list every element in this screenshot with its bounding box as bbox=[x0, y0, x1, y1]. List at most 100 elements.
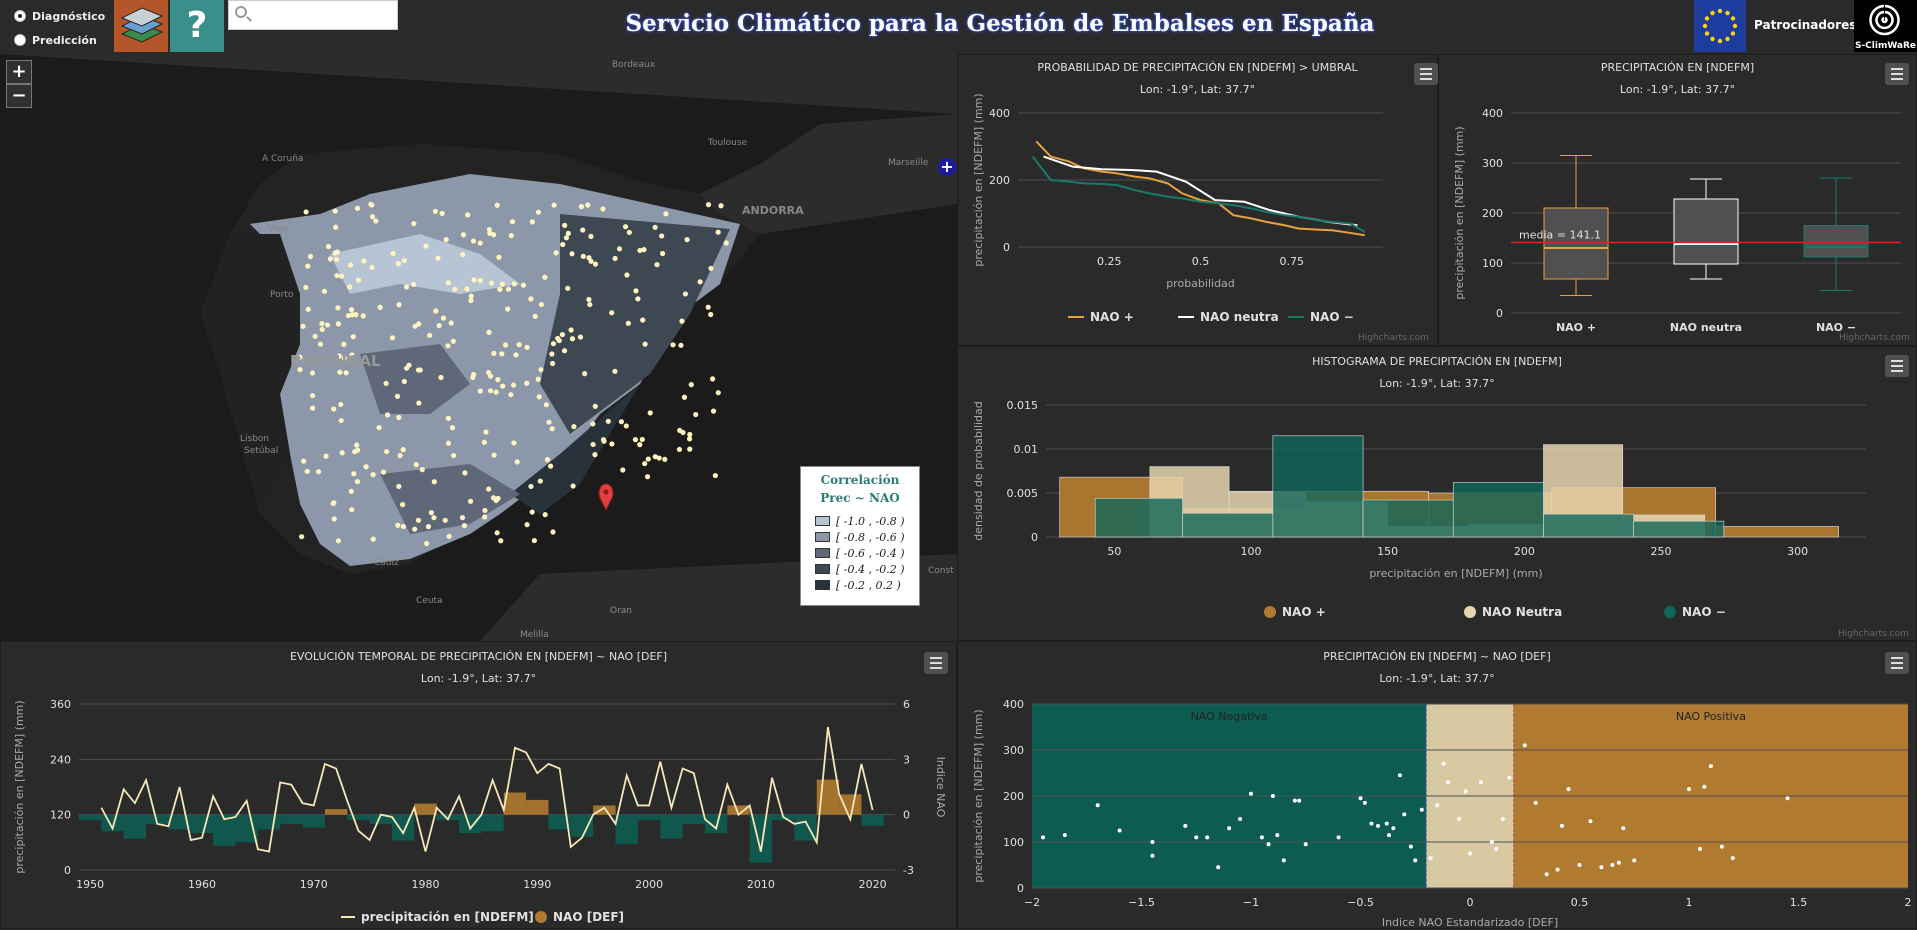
search-input[interactable] bbox=[255, 5, 393, 25]
scatter-point bbox=[1566, 787, 1571, 792]
layers-button[interactable] bbox=[114, 0, 168, 52]
station-dot bbox=[520, 282, 527, 288]
ts-menu-button[interactable] bbox=[924, 652, 948, 674]
correlation-map[interactable]: + − + Bordeaux Toulouse A Coruña Marseille V… bbox=[0, 54, 957, 641]
sponsors-link[interactable]: Patrocinadores bbox=[1754, 18, 1857, 32]
zoom-in-button[interactable]: + bbox=[6, 60, 32, 84]
x-axis-label: precipitación en [NDEFM] (mm) bbox=[1369, 567, 1542, 580]
station-dot bbox=[327, 256, 333, 262]
scatter-point bbox=[1468, 851, 1472, 856]
scatter-menu-button[interactable] bbox=[1885, 652, 1909, 674]
prob-credits[interactable]: Highcharts.com bbox=[1358, 333, 1429, 343]
nao-area bbox=[615, 814, 638, 845]
station-dot bbox=[343, 370, 349, 376]
scatter-point bbox=[1457, 817, 1462, 821]
radio-diagnostico[interactable] bbox=[14, 10, 26, 22]
station-dot bbox=[618, 419, 624, 425]
station-dot bbox=[324, 322, 331, 328]
station-dot bbox=[612, 255, 618, 262]
station-dot bbox=[307, 253, 314, 260]
scatter-point bbox=[1435, 803, 1440, 808]
scatter-point bbox=[1194, 835, 1199, 840]
prob-series-line bbox=[1043, 155, 1358, 227]
map-label: Toulouse bbox=[708, 138, 748, 148]
station-dot bbox=[349, 507, 355, 513]
station-dot bbox=[620, 467, 626, 473]
hist-credits[interactable]: Highcharts.com bbox=[1838, 629, 1909, 639]
y2-tick-label: 6 bbox=[903, 698, 910, 711]
zoom-out-button[interactable]: − bbox=[6, 84, 32, 108]
station-dot bbox=[331, 516, 337, 522]
y-axis-label: densidad de probabilidad bbox=[972, 401, 985, 541]
station-dot bbox=[369, 214, 376, 220]
eu-star bbox=[1725, 36, 1730, 42]
station-dot bbox=[369, 264, 375, 270]
station-dot bbox=[396, 483, 402, 489]
search-box[interactable] bbox=[228, 0, 398, 30]
x-tick-label: NAO neutra bbox=[1670, 321, 1742, 334]
search-icon bbox=[235, 6, 247, 18]
station-dot bbox=[483, 429, 489, 435]
station-dot bbox=[516, 342, 522, 348]
station-dot bbox=[439, 210, 445, 216]
band-label: NAO Negativa bbox=[1191, 710, 1268, 723]
station-dot bbox=[654, 262, 660, 268]
station-dot bbox=[550, 360, 556, 367]
box-credits[interactable]: Highcharts.com bbox=[1839, 333, 1910, 343]
station-dot bbox=[315, 469, 322, 475]
y-tick-label: 300 bbox=[1003, 744, 1024, 757]
mode-diagnostico[interactable]: Diagnóstico bbox=[14, 4, 105, 28]
station-dot bbox=[490, 495, 497, 501]
nao-area bbox=[79, 814, 102, 821]
station-dot bbox=[723, 240, 729, 246]
station-dot bbox=[491, 452, 497, 458]
station-dot bbox=[419, 467, 425, 473]
scatter-point bbox=[1275, 833, 1280, 838]
station-dot bbox=[445, 415, 451, 421]
nao-area bbox=[168, 814, 191, 830]
x-tick-label: −0.5 bbox=[1347, 896, 1374, 909]
legend-label: NAO Neutra bbox=[1482, 605, 1562, 619]
map-label: ANDORRA bbox=[742, 204, 804, 217]
prob-menu-button[interactable] bbox=[1414, 63, 1438, 85]
map-canvas[interactable] bbox=[0, 54, 957, 641]
station-dot bbox=[600, 206, 606, 212]
hist-subtitle: Lon: -1.9°, Lat: 37.7° bbox=[1379, 377, 1495, 390]
nao-area bbox=[302, 814, 325, 828]
station-dot bbox=[486, 329, 492, 335]
hist-menu-button[interactable] bbox=[1885, 355, 1909, 377]
mode-prediccion[interactable]: Predicción bbox=[14, 28, 105, 52]
x-tick-label: −1 bbox=[1243, 896, 1259, 909]
station-dot bbox=[347, 284, 353, 290]
station-dot bbox=[412, 526, 418, 532]
y-tick-label: 300 bbox=[1482, 157, 1503, 170]
mode-radio-group: Diagnóstico Predicción bbox=[14, 4, 105, 52]
station-dot bbox=[355, 447, 361, 453]
nao-area bbox=[839, 794, 862, 815]
station-dot bbox=[571, 424, 577, 430]
station-dot bbox=[509, 219, 516, 225]
station-dot bbox=[305, 306, 311, 312]
station-dot bbox=[460, 232, 467, 238]
scatter-point bbox=[1621, 826, 1626, 831]
scatter-title: PRECIPITACIÓN EN [NDEFM] ~ NAO [DEF] bbox=[1323, 650, 1551, 663]
station-dot bbox=[560, 241, 566, 248]
station-dot bbox=[637, 442, 643, 448]
y-tick-label: 360 bbox=[50, 698, 71, 711]
box-menu-button[interactable] bbox=[1885, 63, 1909, 85]
scatter-point bbox=[1533, 800, 1538, 805]
help-button[interactable]: ? bbox=[170, 0, 224, 52]
station-dot bbox=[489, 280, 495, 286]
histogram-bar bbox=[1633, 520, 1725, 538]
station-dot bbox=[333, 224, 339, 230]
station-dot bbox=[297, 367, 303, 373]
radio-prediccion[interactable] bbox=[14, 34, 26, 46]
histogram-bar bbox=[1362, 499, 1454, 538]
station-dot bbox=[471, 277, 477, 283]
scatter-point bbox=[1463, 789, 1468, 794]
station-dot bbox=[303, 209, 309, 215]
y-tick-label: 200 bbox=[989, 174, 1010, 187]
station-dot bbox=[652, 224, 658, 230]
nao-area bbox=[347, 814, 370, 821]
map-add-button[interactable]: + bbox=[938, 158, 956, 176]
